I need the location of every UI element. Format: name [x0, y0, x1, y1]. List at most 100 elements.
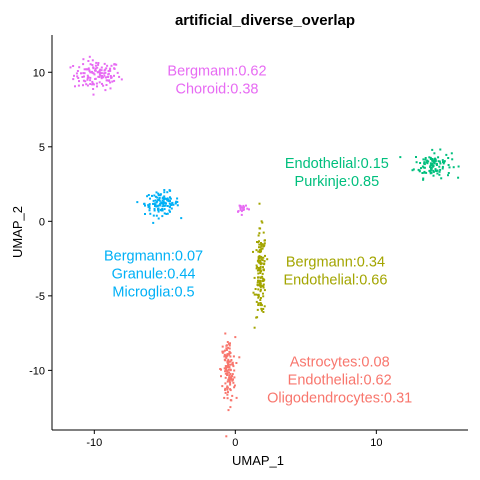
cluster-1-point [443, 161, 446, 164]
cluster-2-point [148, 207, 151, 210]
cluster-1-point [421, 172, 424, 174]
cluster-4-point [227, 346, 230, 349]
cluster-2-point [172, 203, 175, 206]
cluster-1-point [441, 167, 444, 170]
cluster-0-point [73, 74, 75, 77]
cluster-3-label-line: Bergmann:0.34 [286, 255, 385, 271]
cluster-2-point [163, 195, 166, 198]
cluster-0-point [105, 84, 108, 86]
cluster-0-point [102, 84, 105, 87]
cluster-0-point [105, 79, 108, 82]
cluster-0-point [74, 85, 76, 88]
cluster-3-point [260, 302, 263, 305]
extra-0-point [245, 204, 247, 207]
cluster-3-point [252, 291, 255, 294]
cluster-1-point [412, 168, 415, 171]
cluster-1-point [441, 159, 444, 162]
cluster-2-point [169, 189, 172, 192]
cluster-3-label-line: Endothelial:0.66 [283, 273, 387, 289]
cluster-3-point [257, 269, 260, 271]
extra-0-point [243, 206, 245, 209]
cluster-3-point [259, 299, 262, 301]
cluster-3-point [259, 246, 262, 249]
cluster-1-point [434, 168, 437, 171]
cluster-3-point [257, 295, 260, 298]
cluster-1-point [428, 156, 431, 159]
cluster-4-point [226, 373, 229, 376]
cluster-1-point [422, 178, 425, 181]
cluster-2-point [166, 197, 169, 200]
cluster-2-point [153, 207, 156, 210]
cluster-3-point [260, 242, 262, 244]
cluster-0-label-line: Bergmann:0.62 [167, 64, 266, 80]
cluster-4-point [229, 399, 232, 402]
cluster-4-point [225, 369, 228, 372]
cluster-2-point [169, 200, 171, 202]
cluster-1-point [429, 169, 432, 172]
cluster-1-point [436, 169, 439, 172]
cluster-3-point [262, 308, 265, 310]
cluster-0-point [109, 75, 112, 77]
cluster-0-point [99, 68, 102, 71]
cluster-3-point [257, 279, 259, 282]
cluster-0-point [98, 76, 101, 78]
cluster-0-point [87, 60, 90, 62]
y-tick-label: 5 [39, 142, 45, 154]
cluster-3-point [257, 267, 260, 269]
cluster-3-point [263, 239, 266, 242]
cluster-2-point [163, 201, 166, 204]
cluster-2-point [158, 199, 161, 202]
cluster-2-point [156, 196, 159, 199]
cluster-0-point [82, 63, 85, 66]
cluster-1-point [424, 157, 427, 159]
cluster-0-point [78, 80, 80, 83]
extra-0-point [239, 208, 242, 211]
cluster-0-point [83, 68, 86, 71]
cluster-3-point [257, 302, 260, 305]
cluster-0-point [96, 71, 99, 74]
cluster-4-point [229, 381, 232, 384]
cluster-4-point [228, 350, 231, 353]
extra-0-point [237, 210, 240, 213]
cluster-4-point [221, 350, 224, 353]
cluster-4-point [231, 373, 234, 376]
cluster-3-point [264, 254, 266, 257]
cluster-1-point [418, 170, 421, 173]
cluster-4-point [233, 376, 236, 379]
cluster-4-point [223, 353, 226, 356]
cluster-4-point [220, 375, 222, 378]
cluster-0-point [107, 70, 110, 72]
cluster-2-point [152, 221, 155, 224]
cluster-4-point [226, 354, 229, 357]
cluster-0-point [81, 76, 84, 78]
cluster-2-point [152, 202, 154, 205]
cluster-1-point [419, 162, 422, 164]
cluster-1-point [431, 163, 434, 166]
cluster-3-point [257, 272, 260, 275]
cluster-3-point [255, 249, 258, 252]
cluster-0-point [97, 62, 100, 64]
cluster-4-point [229, 406, 232, 409]
cluster-0-point [92, 66, 95, 69]
cluster-3-point [263, 242, 266, 245]
cluster-4-point [226, 361, 229, 364]
cluster-2-point [155, 191, 158, 194]
cluster-3-point [260, 309, 263, 312]
cluster-2-point [157, 217, 160, 220]
cluster-0-point [113, 63, 116, 66]
cluster-2-point [163, 208, 166, 211]
cluster-2-point [166, 191, 169, 194]
cluster-4-point [232, 355, 235, 358]
cluster-0-point [103, 74, 106, 77]
cluster-2-point [162, 201, 165, 204]
cluster-4-point [224, 365, 227, 368]
cluster-1-point [415, 161, 418, 164]
cluster-2-point [158, 198, 161, 201]
cluster-1-point [451, 158, 454, 161]
cluster-3-point [252, 250, 254, 253]
cluster-3-point [261, 221, 264, 224]
cluster-4-point [233, 384, 236, 387]
cluster-0-point [118, 75, 121, 78]
cluster-3-point [262, 279, 265, 282]
cluster-2-point [149, 212, 152, 215]
